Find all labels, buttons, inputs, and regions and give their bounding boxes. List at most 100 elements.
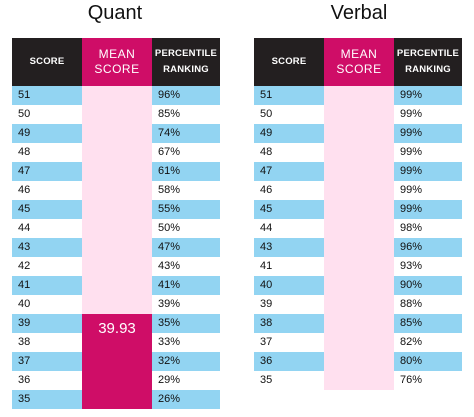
score-cell: 39 xyxy=(12,314,82,333)
score-cell: 37 xyxy=(254,333,324,352)
quant-mean-score-value: 39.93 xyxy=(82,314,152,409)
percentile-cell: 99% xyxy=(394,200,462,219)
table-row: 45 55% xyxy=(12,200,220,219)
verbal-mean-column xyxy=(324,86,394,390)
table-row: 48 67% xyxy=(12,143,220,162)
percentile-cell: 61% xyxy=(152,162,220,181)
score-cell: 37 xyxy=(12,352,82,371)
score-cell: 46 xyxy=(12,181,82,200)
percentile-cell: 41% xyxy=(152,276,220,295)
quant-percentile-header-line2: RANKING xyxy=(163,64,209,75)
score-cell: 47 xyxy=(12,162,82,181)
score-cell: 49 xyxy=(254,124,324,143)
percentile-cell: 29% xyxy=(152,371,220,390)
score-cell: 39 xyxy=(254,295,324,314)
percentile-cell: 93% xyxy=(394,257,462,276)
table-row: 46 58% xyxy=(12,181,220,200)
score-cell: 40 xyxy=(254,276,324,295)
table-row: 47 61% xyxy=(12,162,220,181)
percentile-cell: 99% xyxy=(394,86,462,105)
score-cell: 35 xyxy=(254,371,324,390)
verbal-percentile-header-line2: RANKING xyxy=(405,64,451,75)
score-cell: 41 xyxy=(254,257,324,276)
table-row: 49 74% xyxy=(12,124,220,143)
score-cell: 44 xyxy=(12,219,82,238)
verbal-table: SCORE MEAN SCORE PERCENTILE RANKING 51 99… xyxy=(254,38,462,408)
score-cell: 48 xyxy=(12,143,82,162)
table-row: 51 99% xyxy=(254,86,462,105)
percentile-cell: 35% xyxy=(152,314,220,333)
table-row: 46 99% xyxy=(254,181,462,200)
percentile-cell: 85% xyxy=(152,105,220,124)
verbal-percentile-header: PERCENTILE RANKING xyxy=(394,38,462,86)
score-cell: 44 xyxy=(254,219,324,238)
percentile-cell: 99% xyxy=(394,143,462,162)
percentile-cell: 43% xyxy=(152,257,220,276)
percentile-cell: 90% xyxy=(394,276,462,295)
percentile-cell: 98% xyxy=(394,219,462,238)
percentile-cell: 26% xyxy=(152,390,220,409)
percentile-cell: 99% xyxy=(394,181,462,200)
table-row: 44 98% xyxy=(254,219,462,238)
score-cell: 38 xyxy=(12,333,82,352)
table-row: 36 29% xyxy=(12,371,220,390)
score-cell: 38 xyxy=(254,314,324,333)
percentile-cell: 58% xyxy=(152,181,220,200)
table-row: 43 96% xyxy=(254,238,462,257)
verbal-title: Verbal xyxy=(330,2,388,24)
percentile-cell: 96% xyxy=(152,86,220,105)
percentile-cell: 74% xyxy=(152,124,220,143)
table-row: 50 99% xyxy=(254,105,462,124)
score-cell: 50 xyxy=(12,105,82,124)
percentile-cell: 85% xyxy=(394,314,462,333)
score-cell: 46 xyxy=(254,181,324,200)
percentile-cell: 80% xyxy=(394,352,462,371)
score-cell: 45 xyxy=(12,200,82,219)
quant-percentile-header-line1: PERCENTILE xyxy=(154,48,218,59)
table-row: 51 96% xyxy=(12,86,220,105)
table-row: 35 76% xyxy=(254,371,462,390)
percentile-cell: 96% xyxy=(394,238,462,257)
quant-score-header: SCORE xyxy=(12,38,82,86)
verbal-score-header: SCORE xyxy=(254,38,324,86)
table-row: 49 99% xyxy=(254,124,462,143)
verbal-mean-header-line2: SCORE xyxy=(336,62,382,76)
percentile-cell: 47% xyxy=(152,238,220,257)
score-cell: 36 xyxy=(254,352,324,371)
score-cell: 40 xyxy=(12,295,82,314)
table-row: 40 90% xyxy=(254,276,462,295)
score-cell: 51 xyxy=(12,86,82,105)
percentile-cell: 33% xyxy=(152,333,220,352)
score-cell: 42 xyxy=(12,257,82,276)
score-cell: 43 xyxy=(12,238,82,257)
score-cell: 41 xyxy=(12,276,82,295)
percentile-cell: 50% xyxy=(152,219,220,238)
table-row: 41 93% xyxy=(254,257,462,276)
table-row: 42 43% xyxy=(12,257,220,276)
percentile-cell: 76% xyxy=(394,371,462,390)
percentile-cell: 88% xyxy=(394,295,462,314)
table-row: 35 26% xyxy=(12,390,220,409)
score-cell: 51 xyxy=(254,86,324,105)
table-row: 37 32% xyxy=(12,352,220,371)
score-cell: 36 xyxy=(12,371,82,390)
quant-mean-header-line1: MEAN xyxy=(98,47,136,61)
table-row: 43 47% xyxy=(12,238,220,257)
quant-percentile-header: PERCENTILE RANKING xyxy=(152,38,220,86)
quant-title: Quant xyxy=(87,2,143,24)
table-row: 40 39% xyxy=(12,295,220,314)
percentile-cell: 67% xyxy=(152,143,220,162)
table-row: 38 85% xyxy=(254,314,462,333)
percentile-cell: 39% xyxy=(152,295,220,314)
table-row: 37 82% xyxy=(254,333,462,352)
score-cell: 47 xyxy=(254,162,324,181)
table-row: 44 50% xyxy=(12,219,220,238)
score-cell: 45 xyxy=(254,200,324,219)
percentile-cell: 99% xyxy=(394,162,462,181)
percentile-cell: 99% xyxy=(394,124,462,143)
table-row: 45 99% xyxy=(254,200,462,219)
percentile-cell: 32% xyxy=(152,352,220,371)
score-cell: 50 xyxy=(254,105,324,124)
score-cell: 48 xyxy=(254,143,324,162)
table-row: 38 33% xyxy=(12,333,220,352)
